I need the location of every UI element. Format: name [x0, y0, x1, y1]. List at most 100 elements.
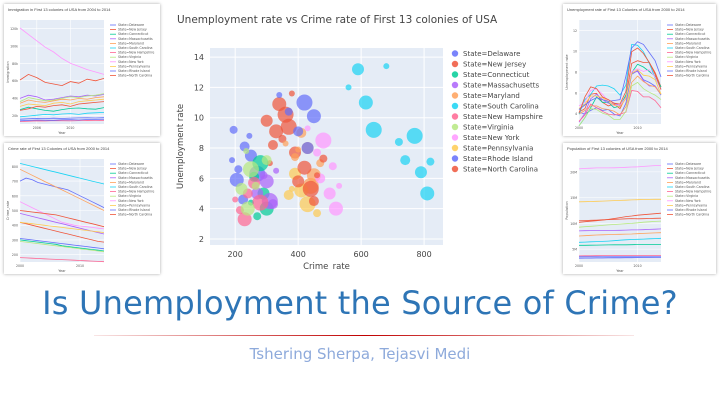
chart-title: Immigration in First 13 colonies of USA …	[8, 7, 111, 12]
legend-label: State=New Jersey	[118, 28, 147, 32]
unemployment-plot: 4 6 8 10 12 2000 2010 Year Unemployment rate Stat…	[565, 20, 711, 135]
legend-marker	[451, 144, 459, 152]
x-tick-label: 2000	[575, 126, 583, 130]
data-point	[383, 63, 390, 70]
series-line	[578, 165, 662, 170]
legend-label: State=Pennsylvania	[118, 64, 150, 68]
y-tick-label: 10M	[570, 222, 577, 226]
legend-label: State=New Hampshire	[118, 51, 154, 55]
legend-label: State=Connecticut	[675, 32, 706, 36]
series-line	[578, 220, 662, 228]
data-point	[288, 90, 295, 97]
y-tick-label: 100k	[10, 45, 18, 49]
series-line	[19, 241, 105, 253]
slide-subtitle: Tshering Sherpa, Tejasvi Medi	[249, 345, 471, 363]
data-point	[272, 97, 287, 112]
series-line	[578, 69, 662, 109]
y-tick-label: 40k	[12, 97, 18, 101]
series-line	[578, 198, 661, 203]
y-tick-label: 600	[12, 194, 18, 198]
series-line	[579, 244, 661, 246]
data-point	[260, 114, 273, 127]
legend-marker	[451, 71, 459, 78]
y-tick-label: 10	[573, 50, 577, 54]
legend-label: State=Massachusetts	[463, 82, 539, 90]
legend-label: State=New Hampshire	[675, 190, 711, 194]
series-line	[19, 177, 105, 208]
data-point	[252, 194, 269, 211]
data-point	[240, 201, 255, 216]
legend-label: State=Connecticut	[118, 32, 149, 36]
crime-rate-plot: 200 300 400 500 600 700 800 2000 2010 Year Crime_r…	[6, 159, 154, 273]
series-line	[19, 73, 105, 87]
legend-label: State=New York	[118, 60, 144, 64]
legend-label: State=New Jersey	[118, 167, 147, 171]
data-point	[315, 132, 332, 149]
series-line	[19, 201, 105, 230]
data-point	[234, 165, 243, 174]
series-lines	[578, 165, 662, 259]
series-line	[19, 96, 105, 104]
legend-marker	[451, 50, 459, 57]
data-point	[365, 121, 382, 138]
chart-title: Unemployment rate of First 13 Colonies o…	[567, 7, 685, 12]
y-tick-label: 10	[194, 114, 204, 123]
data-point	[406, 127, 423, 144]
legend-label: State=Virginia	[675, 55, 698, 59]
x-tick-label: 2010	[66, 126, 74, 130]
y-tick-label: 20k	[12, 114, 18, 118]
series-line	[19, 221, 105, 233]
data-point	[293, 126, 304, 137]
series-line	[19, 106, 105, 112]
series-line	[19, 118, 105, 122]
data-points	[229, 63, 435, 227]
y-tick-label: 500	[12, 209, 18, 213]
y-tick-label: 20M	[570, 170, 577, 174]
y-axis-label: Crime_rate	[6, 201, 10, 220]
series-line	[578, 257, 661, 259]
legend-label: State=Virginia	[118, 55, 141, 59]
population-plot: 5M 10M 15M 20M 2000 2010 Year Population State=D…	[565, 159, 711, 273]
legend-label: State=South Carolina	[675, 185, 710, 189]
legend-label: State=Maryland	[675, 41, 701, 45]
legend-label: State=Maryland	[118, 41, 144, 45]
y-tick-label: 12	[194, 83, 204, 92]
legend-label: State=New York	[118, 199, 144, 203]
data-point	[235, 182, 248, 195]
chart-title: Population of First 13 colonies of USA f…	[567, 146, 668, 151]
series-line	[19, 239, 105, 252]
legend-marker	[451, 60, 459, 68]
y-tick-label: 12	[573, 29, 577, 33]
legend-label: State=New Hampshire	[675, 51, 711, 55]
population-chart: Population of First 13 colonies of USA f…	[563, 143, 716, 274]
data-point	[302, 180, 319, 197]
series-line	[578, 70, 662, 117]
legend-label: State=Virginia	[118, 194, 141, 198]
legend-label: State=Rhode Island	[675, 69, 707, 73]
data-point	[284, 107, 293, 116]
data-point	[420, 186, 435, 201]
series-lines	[578, 41, 662, 127]
data-point	[301, 142, 314, 155]
y-tick-label: 800	[12, 165, 18, 169]
legend-label: State=South Carolina	[118, 185, 153, 189]
series-line	[578, 68, 662, 107]
x-axis-label: Crime_rate	[303, 262, 350, 270]
data-point	[345, 84, 352, 91]
series-line	[19, 168, 105, 211]
legend-label: State=South Carolina	[118, 46, 153, 50]
legend-label: State=North Carolina	[463, 166, 538, 174]
legend-marker	[451, 102, 459, 110]
legend-marker	[451, 81, 459, 89]
legend-label: State=Maryland	[675, 180, 701, 184]
data-point	[400, 155, 411, 166]
series-line	[19, 112, 105, 118]
y-tick-label: 5M	[572, 248, 577, 252]
y-axis-label: Population	[565, 201, 569, 219]
data-point	[306, 109, 321, 124]
main-scatter-chart: Unemployment rate vs Crime rate of First…	[165, 8, 557, 270]
data-point	[253, 212, 262, 221]
